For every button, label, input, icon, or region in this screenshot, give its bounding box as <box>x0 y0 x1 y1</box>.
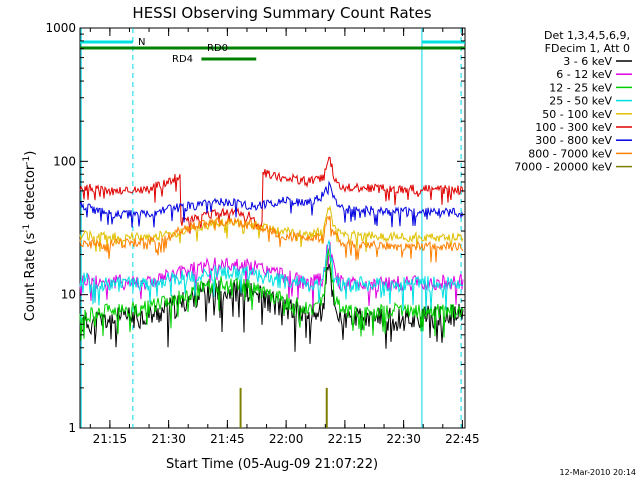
legend-label-0: 3 - 6 keV <box>563 55 612 68</box>
legend-header-0: Det 1,3,4,5,6,9, <box>544 29 630 42</box>
x-tick-label-4: 22:15 <box>328 432 363 446</box>
generation-timestamp: 12-Mar-2010 20:14 <box>560 468 637 477</box>
x-tick-label-3: 22:00 <box>269 432 304 446</box>
legend-label-7: 800 - 7000 keV <box>528 147 612 160</box>
series-line-6 <box>79 180 464 228</box>
series-line-7 <box>79 215 464 263</box>
y-tick-label-2: 100 <box>53 154 76 168</box>
series-group <box>79 156 464 428</box>
legend-header-1: FDecim 1, Att 0 <box>545 42 630 55</box>
flag-rd4-label: RD4 <box>172 54 193 65</box>
y-tick-label-3: 1000 <box>45 21 76 35</box>
plot-frame <box>79 27 466 429</box>
chart-title: HESSI Observing Summary Count Rates <box>132 4 431 22</box>
legend: Det 1,3,4,5,6,9,FDecim 1, Att 03 - 6 keV… <box>514 29 632 174</box>
y-tick-label-1: 10 <box>61 288 76 302</box>
legend-label-8: 7000 - 20000 keV <box>514 161 612 174</box>
legend-label-4: 50 - 100 keV <box>542 108 612 121</box>
flag-n-label: N <box>138 37 145 48</box>
series-line-3 <box>79 238 464 311</box>
observing-flags-group: N RD0 RD4 <box>80 37 465 65</box>
x-tick-label-1: 21:30 <box>151 432 186 446</box>
series-line-1 <box>79 242 464 311</box>
legend-label-5: 100 - 300 keV <box>535 121 612 134</box>
x-tick-label-2: 21:45 <box>210 432 245 446</box>
series-line-5 <box>79 156 464 234</box>
y-tick-label-0: 1 <box>68 421 76 435</box>
x-axis-label: Start Time (05-Aug-09 21:07:22) <box>166 457 378 472</box>
plot-frame-group <box>79 27 466 429</box>
legend-label-2: 12 - 25 keV <box>549 81 612 94</box>
axis-ticks-group: 1 10 100 1000 21:15 21:30 21:45 22:00 22:15 22:30… <box>45 21 479 446</box>
legend-label-6: 300 - 800 keV <box>535 134 612 147</box>
y-axis-label: Count Rate (s-1 detector-1) <box>22 151 38 322</box>
x-tick-label-0: 21:15 <box>93 432 128 446</box>
legend-label-1: 6 - 12 keV <box>556 68 612 81</box>
series-line-4 <box>79 205 464 253</box>
flag-rd0-label: RD0 <box>207 43 228 54</box>
x-tick-label-5: 22:30 <box>386 432 421 446</box>
series-line-2 <box>79 248 464 341</box>
x-tick-label-6: 22:45 <box>445 432 480 446</box>
legend-label-3: 25 - 50 keV <box>549 95 612 108</box>
